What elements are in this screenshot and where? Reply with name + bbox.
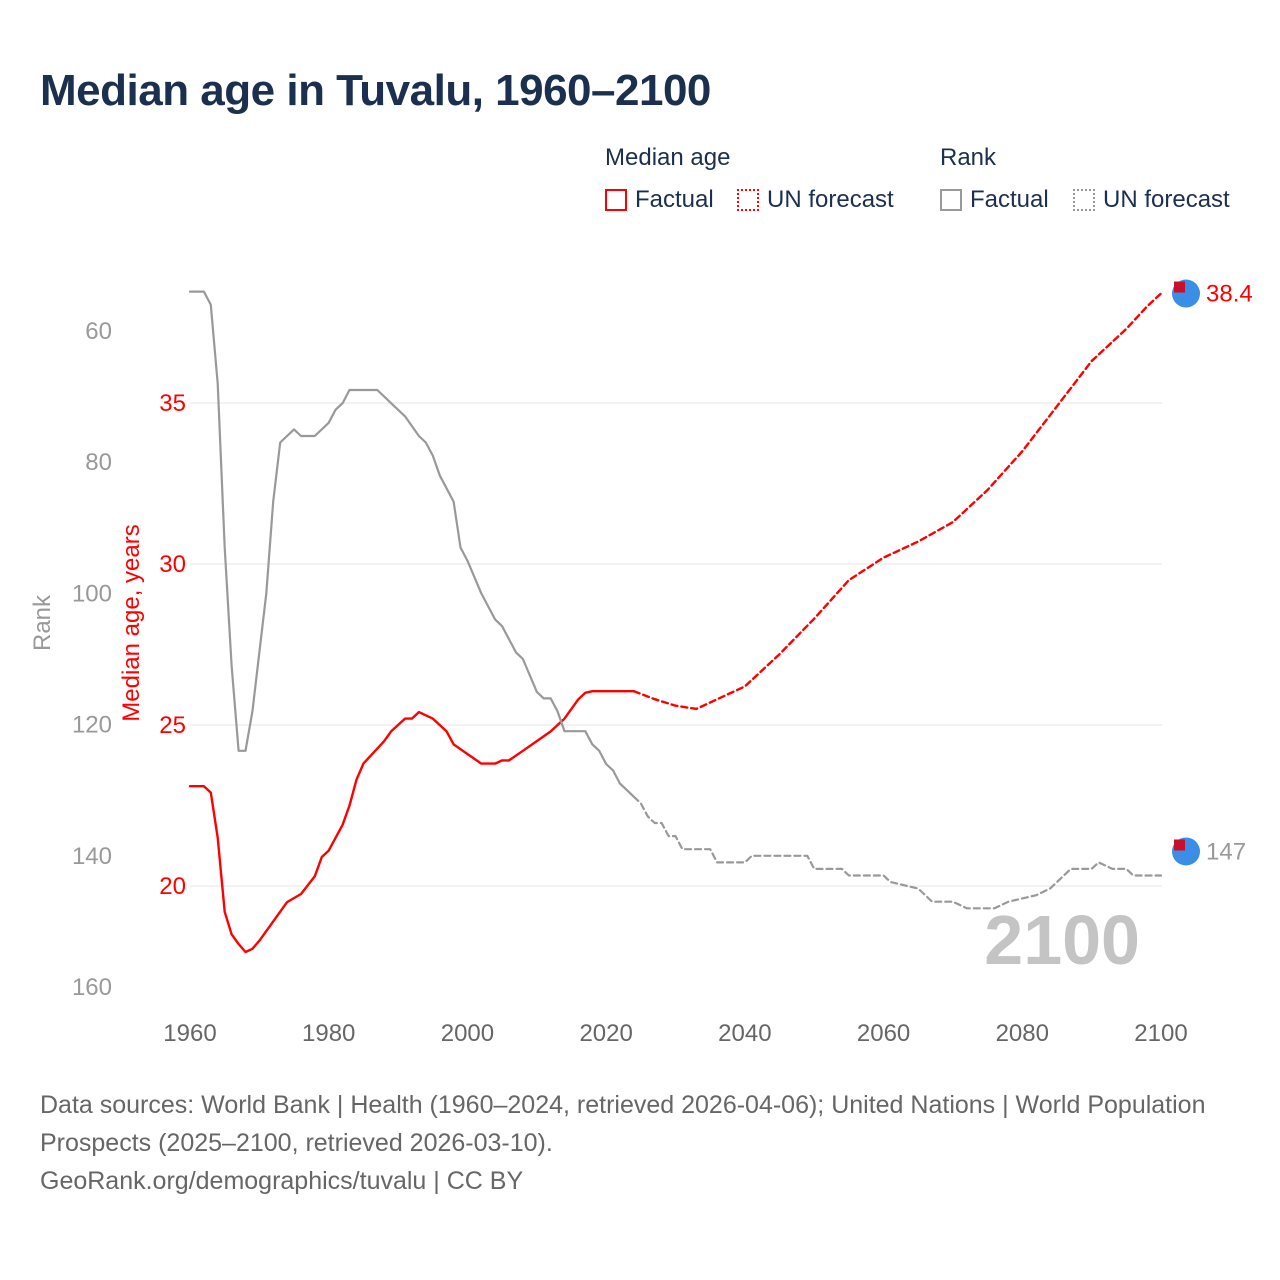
legend-label-rank-forecast: UN forecast [1103, 186, 1230, 213]
x-tick-2060: 2060 [857, 1020, 910, 1047]
legend-label-median-forecast: UN forecast [767, 186, 894, 213]
rank-factual-swatch [940, 189, 962, 211]
legend-rank-group: Rank [940, 144, 997, 171]
x-tick-2040: 2040 [718, 1020, 771, 1047]
legend-item-rank-forecast[interactable]: UN forecast [1073, 186, 1230, 214]
legend-item-rank-factual[interactable]: Factual [940, 186, 1049, 214]
legend-label-median-factual: Factual [635, 186, 714, 213]
legend-item-median-factual[interactable]: Factual [605, 186, 714, 214]
legend-median-group: Median age [605, 144, 731, 171]
median-flag-canton [1174, 281, 1185, 293]
rank-axis-title: Rank [29, 594, 56, 651]
chart-area: 2100 60 80 100 120 140 160 35 30 25 20 1960 1980 2… [29, 279, 1253, 1047]
rank-tick-100: 100 [72, 580, 112, 607]
median-axis: 35 30 25 20 [159, 390, 186, 900]
median-tick-25: 25 [159, 712, 186, 739]
credit-link[interactable]: GeoRank.org/demographics/tuvalu | CC BY [40, 1167, 524, 1195]
x-tick-2100: 2100 [1134, 1020, 1187, 1047]
median-tick-30: 30 [159, 551, 186, 578]
rank-axis: 60 80 100 120 140 160 [72, 318, 112, 1001]
rank-tick-160: 160 [72, 974, 112, 1001]
median-tick-35: 35 [159, 390, 186, 417]
rank-forecast-line [632, 795, 1163, 910]
median-forecast-swatch [737, 189, 759, 211]
rank-tick-80: 80 [85, 449, 112, 476]
rank-factual-line [188, 290, 635, 798]
rank-end-value: 147 [1206, 838, 1246, 865]
rank-tick-120: 120 [72, 712, 112, 739]
median-tick-20: 20 [159, 873, 186, 900]
rank-flag-canton [1174, 839, 1185, 851]
rank-forecast-swatch [1073, 189, 1095, 211]
gridlines [190, 402, 1162, 887]
legend: Median age Rank Factual UN forecast Fact… [0, 144, 1280, 224]
median-age-factual-line [188, 690, 636, 954]
x-tick-1960: 1960 [163, 1020, 216, 1047]
median-end-value: 38.4 [1206, 281, 1253, 308]
x-tick-2000: 2000 [441, 1020, 494, 1047]
median-age-forecast-line [632, 292, 1163, 711]
rank-tick-140: 140 [72, 843, 112, 870]
series-layer [188, 290, 1163, 954]
x-tick-2080: 2080 [996, 1020, 1049, 1047]
data-sources: Data sources: World Bank | Health (1960–… [40, 1091, 1206, 1157]
year-watermark: 2100 [984, 901, 1140, 979]
chart-title: Median age in Tuvalu, 1960–2100 [40, 66, 711, 115]
legend-item-median-forecast[interactable]: UN forecast [737, 186, 894, 214]
footer: Data sources: World Bank | Health (1960–… [40, 1086, 1220, 1200]
legend-label-rank-factual: Factual [970, 186, 1049, 213]
x-axis: 1960 1980 2000 2020 2040 2060 2080 2100 [163, 1020, 1187, 1047]
end-markers: 38.4 147 [1172, 279, 1253, 866]
x-tick-2020: 2020 [579, 1020, 632, 1047]
x-tick-1980: 1980 [302, 1020, 355, 1047]
median-factual-swatch [605, 189, 627, 211]
rank-tick-60: 60 [85, 318, 112, 345]
median-axis-title: Median age, years [118, 524, 145, 721]
